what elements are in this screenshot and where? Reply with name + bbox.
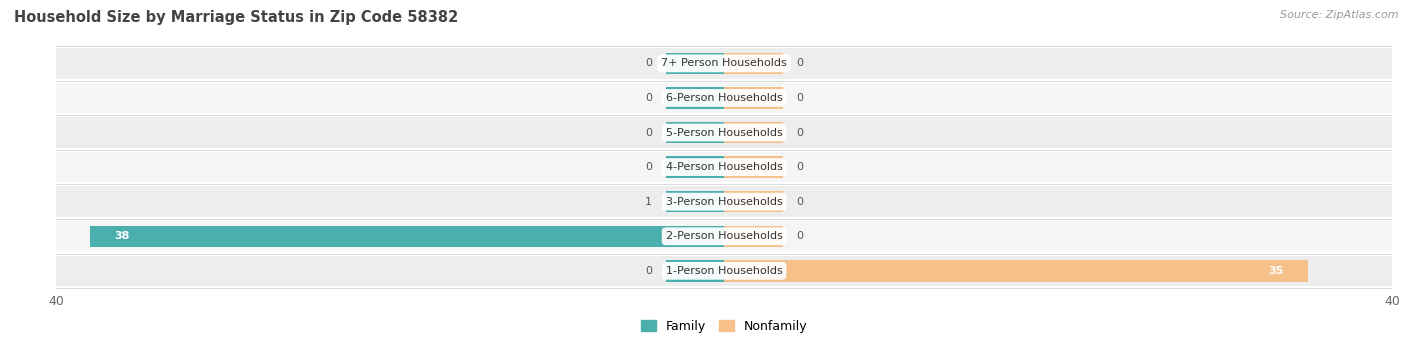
Text: 0: 0 — [796, 197, 803, 207]
Text: 0: 0 — [645, 93, 652, 103]
Text: 1-Person Households: 1-Person Households — [665, 266, 783, 276]
Bar — [724, 122, 783, 143]
Bar — [665, 122, 724, 143]
Text: 0: 0 — [645, 58, 652, 68]
Bar — [90, 225, 724, 247]
Bar — [56, 152, 1392, 182]
Text: 0: 0 — [796, 231, 803, 241]
Text: 1: 1 — [645, 197, 652, 207]
Bar — [56, 256, 1392, 286]
Text: 0: 0 — [796, 93, 803, 103]
Bar — [56, 221, 1392, 251]
Bar — [665, 260, 724, 282]
Bar — [56, 187, 1392, 217]
Text: 38: 38 — [115, 231, 129, 241]
Text: 2-Person Households: 2-Person Households — [665, 231, 783, 241]
Bar — [665, 157, 724, 178]
Bar — [724, 225, 783, 247]
Text: 0: 0 — [645, 266, 652, 276]
Text: 0: 0 — [645, 162, 652, 172]
Text: 0: 0 — [796, 128, 803, 137]
Text: 4-Person Households: 4-Person Households — [665, 162, 783, 172]
Bar — [724, 157, 783, 178]
Legend: Family, Nonfamily: Family, Nonfamily — [636, 315, 813, 338]
Bar — [56, 117, 1392, 148]
Text: 0: 0 — [645, 128, 652, 137]
Text: 5-Person Households: 5-Person Households — [665, 128, 783, 137]
Bar — [665, 87, 724, 109]
Text: 0: 0 — [796, 58, 803, 68]
Text: Source: ZipAtlas.com: Source: ZipAtlas.com — [1281, 10, 1399, 20]
Bar — [56, 83, 1392, 113]
Text: 3-Person Households: 3-Person Households — [665, 197, 783, 207]
Text: 0: 0 — [796, 162, 803, 172]
Bar — [724, 87, 783, 109]
Bar — [724, 260, 1309, 282]
Text: 7+ Person Households: 7+ Person Households — [661, 58, 787, 68]
Bar — [665, 191, 724, 212]
Text: 35: 35 — [1268, 266, 1284, 276]
Bar — [56, 48, 1392, 78]
Bar — [724, 191, 783, 212]
Text: 6-Person Households: 6-Person Households — [665, 93, 783, 103]
Text: Household Size by Marriage Status in Zip Code 58382: Household Size by Marriage Status in Zip… — [14, 10, 458, 25]
Bar — [724, 53, 783, 74]
Bar — [665, 53, 724, 74]
